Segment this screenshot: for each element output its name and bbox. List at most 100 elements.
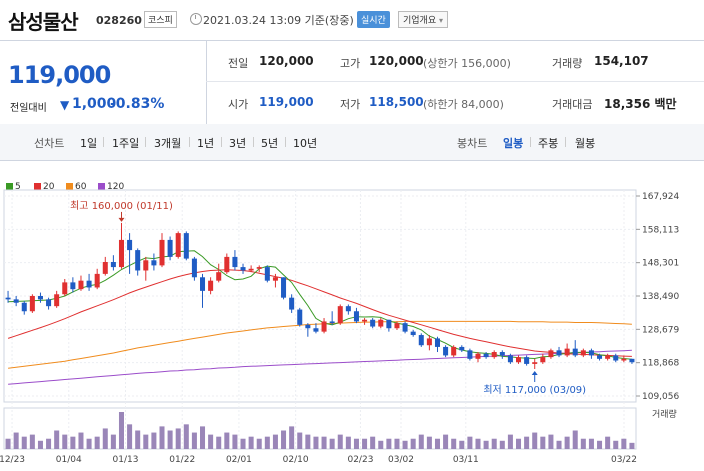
volume-bar [322,437,327,449]
candle-body [216,272,221,280]
volume-bar [151,433,156,449]
volume-bar [111,435,116,449]
candle-body [111,262,116,267]
volume-bar [249,437,254,449]
volume-bar [176,428,181,449]
candle-body [38,296,43,299]
volume-bar [565,437,570,449]
candle-body [330,321,335,323]
volume-bar [305,435,310,449]
candle-body [451,347,456,355]
volume-bar [14,433,19,449]
candle-body [508,355,513,362]
candle-body [241,267,246,270]
candle-body [273,277,278,280]
volume-bar [451,439,456,449]
x-tick-label: 03/02 [388,455,414,465]
volume-bar [241,439,246,449]
volume-bar [532,433,537,449]
candle-body [232,257,237,267]
candle-body [370,320,375,327]
candle-body [322,321,327,331]
volume-bar [394,439,399,449]
volume-bar [135,431,140,450]
volume-bar [168,431,173,450]
volume-bar [419,435,424,449]
volume-bar [508,435,513,449]
candle-body [249,269,254,271]
candle-body [14,299,19,302]
candle-body [103,262,108,274]
volume-bar [362,439,367,449]
candle-body [419,335,424,345]
candle-body [467,350,472,358]
candle-body [621,359,626,361]
volume-bar [613,441,618,449]
y-tick-label: 128,679 [642,325,679,335]
candle-body [176,233,181,257]
candle-body [524,357,529,364]
volume-bar [232,435,237,449]
candle-body [184,233,189,258]
volume-bar [378,441,383,449]
volume-bar [581,439,586,449]
volume-bar [257,439,262,449]
volume-bar [22,437,27,449]
volume-bar [54,431,59,450]
volume-bar [216,437,221,449]
volume-bar [265,437,270,449]
volume-bar [597,441,602,449]
candle-body [378,320,383,327]
candle-body [62,282,67,294]
candle-body [265,267,270,281]
candle-body [297,310,302,325]
volume-bar [443,435,448,449]
candle-body [427,338,432,345]
candle-body [257,267,262,269]
candle-body [605,355,610,358]
volume-bar [548,435,553,449]
volume-bar [354,439,359,449]
candle-body [443,347,448,355]
candle-body [95,274,100,288]
candle-body [281,277,286,297]
candle-body [22,303,27,311]
volume-bar [103,428,108,449]
candle-body [484,354,489,357]
candle-body [224,257,229,272]
candle-body [87,281,92,288]
candle-body [151,260,156,265]
y-tick-label: 148,301 [642,259,679,269]
candle-body [629,359,634,362]
low-annotation: 최저 117,000 (03/09) [483,384,586,396]
candle-body [500,352,505,355]
high-arrow-head-icon [118,218,124,222]
volume-bar [435,439,440,449]
volume-bar [62,435,67,449]
volume-axis-label: 거래량 [652,408,677,420]
volume-bar [95,437,100,449]
x-tick-label: 03/11 [453,455,479,465]
candle-body [289,298,294,310]
volume-bar [6,439,11,449]
candle-body [557,350,562,355]
candle-body [532,362,537,364]
candle-body [305,325,310,328]
volume-bar [516,439,521,449]
candle-body [589,350,594,355]
volume-bar [500,441,505,449]
y-tick-label: 158,113 [642,225,679,235]
volume-bar [346,437,351,449]
candle-body [459,347,464,350]
candle-body [411,332,416,335]
volume-bar [297,433,302,449]
volume-bar [403,441,408,449]
candle-body [70,282,75,289]
ma5-line [8,251,632,359]
y-tick-label: 167,924 [642,192,679,202]
volume-bar [467,437,472,449]
x-tick-label: 01/22 [169,455,195,465]
volume-bar [281,431,286,450]
candle-body [6,298,11,300]
